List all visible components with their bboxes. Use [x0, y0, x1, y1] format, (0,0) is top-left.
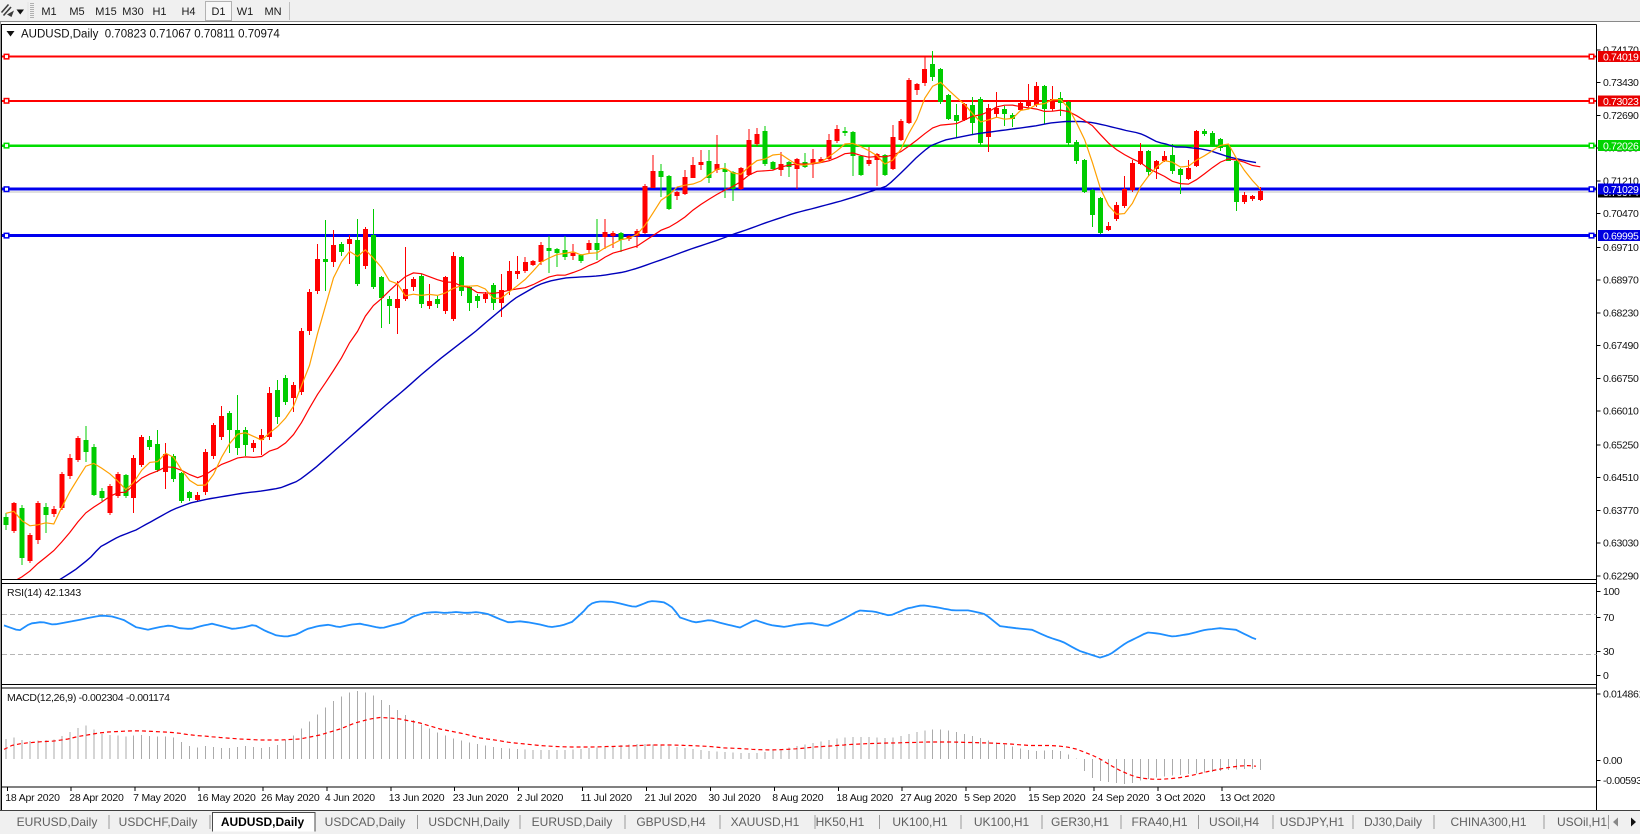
- svg-text:0.70470: 0.70470: [1603, 208, 1639, 220]
- svg-text:0.74019: 0.74019: [1603, 52, 1639, 64]
- svg-text:3 Oct 2020: 3 Oct 2020: [1156, 792, 1206, 804]
- svg-text:24 Sep 2020: 24 Sep 2020: [1092, 792, 1150, 804]
- svg-text:0.68230: 0.68230: [1603, 307, 1639, 319]
- svg-text:0.66010: 0.66010: [1603, 406, 1639, 418]
- svg-text:0.014861: 0.014861: [1603, 689, 1640, 701]
- svg-text:15 Sep 2020: 15 Sep 2020: [1028, 792, 1086, 804]
- svg-text:0.69995: 0.69995: [1603, 231, 1639, 243]
- svg-text:MACD(12,26,9) -0.002304 -0.001: MACD(12,26,9) -0.002304 -0.001174: [7, 692, 170, 704]
- svg-text:18 Aug 2020: 18 Aug 2020: [836, 792, 893, 804]
- svg-text:0.00: 0.00: [1603, 755, 1623, 767]
- svg-text:16 May 2020: 16 May 2020: [197, 792, 256, 804]
- svg-text:UK100,H1: UK100,H1: [974, 815, 1030, 829]
- svg-text:D1: D1: [211, 6, 225, 18]
- svg-text:0.72690: 0.72690: [1603, 110, 1639, 122]
- svg-text:AUDUSD,Daily: AUDUSD,Daily: [221, 815, 305, 829]
- svg-text:CHINA300,H1: CHINA300,H1: [1450, 815, 1526, 829]
- svg-text:FRA40,H1: FRA40,H1: [1131, 815, 1187, 829]
- svg-text:0: 0: [1603, 670, 1609, 682]
- svg-text:0.68970: 0.68970: [1603, 275, 1639, 287]
- svg-text:2 Jul 2020: 2 Jul 2020: [517, 792, 564, 804]
- svg-text:26 May 2020: 26 May 2020: [261, 792, 320, 804]
- svg-text:0.66750: 0.66750: [1603, 373, 1639, 385]
- svg-text:USOil,H4: USOil,H4: [1209, 815, 1259, 829]
- svg-text:-0.005938: -0.005938: [1603, 775, 1640, 787]
- svg-text:23 Jun 2020: 23 Jun 2020: [453, 792, 509, 804]
- svg-text:0.72026: 0.72026: [1603, 141, 1639, 153]
- svg-text:4 Jun 2020: 4 Jun 2020: [325, 792, 375, 804]
- svg-text:28 Apr 2020: 28 Apr 2020: [69, 792, 124, 804]
- svg-text:0.62290: 0.62290: [1603, 571, 1639, 583]
- svg-text:100: 100: [1603, 586, 1620, 598]
- svg-text:21 Jul 2020: 21 Jul 2020: [645, 792, 697, 804]
- svg-text:30 Jul 2020: 30 Jul 2020: [708, 792, 760, 804]
- svg-text:M30: M30: [122, 6, 143, 18]
- svg-text:USDJPY,H1: USDJPY,H1: [1280, 815, 1345, 829]
- svg-text:7 May 2020: 7 May 2020: [133, 792, 186, 804]
- svg-text:8 Aug 2020: 8 Aug 2020: [772, 792, 823, 804]
- svg-text:27 Aug 2020: 27 Aug 2020: [900, 792, 957, 804]
- svg-text:11 Jul 2020: 11 Jul 2020: [581, 792, 633, 804]
- svg-text:0.67490: 0.67490: [1603, 340, 1639, 352]
- svg-text:USOil,H1: USOil,H1: [1557, 815, 1607, 829]
- svg-text:RSI(14) 42.1343: RSI(14) 42.1343: [7, 587, 81, 599]
- svg-text:USDCNH,Daily: USDCNH,Daily: [428, 815, 509, 829]
- svg-text:USDCAD,Daily: USDCAD,Daily: [325, 815, 406, 829]
- svg-text:0.73023: 0.73023: [1603, 96, 1639, 108]
- svg-text:M15: M15: [95, 6, 116, 18]
- svg-text:M1: M1: [41, 6, 56, 18]
- svg-text:USDCHF,Daily: USDCHF,Daily: [119, 815, 198, 829]
- svg-text:XAUUSD,H1: XAUUSD,H1: [731, 815, 800, 829]
- svg-text:DJ30,Daily: DJ30,Daily: [1364, 815, 1422, 829]
- svg-text:H1: H1: [152, 6, 166, 18]
- svg-text:HK50,H1: HK50,H1: [816, 815, 865, 829]
- svg-text:13 Oct 2020: 13 Oct 2020: [1220, 792, 1275, 804]
- svg-text:70: 70: [1603, 612, 1614, 624]
- svg-text:13 Jun 2020: 13 Jun 2020: [389, 792, 445, 804]
- svg-text:GER30,H1: GER30,H1: [1051, 815, 1109, 829]
- svg-text:H4: H4: [181, 6, 195, 18]
- svg-text:18 Apr 2020: 18 Apr 2020: [5, 792, 60, 804]
- svg-text:W1: W1: [237, 6, 254, 18]
- svg-text:EURUSD,Daily: EURUSD,Daily: [532, 815, 613, 829]
- svg-text:0.63770: 0.63770: [1603, 505, 1639, 517]
- svg-text:0.65250: 0.65250: [1603, 439, 1639, 451]
- svg-text:UK100,H1: UK100,H1: [892, 815, 948, 829]
- svg-text:0.64510: 0.64510: [1603, 472, 1639, 484]
- svg-text:MN: MN: [264, 6, 281, 18]
- svg-text:5 Sep 2020: 5 Sep 2020: [964, 792, 1016, 804]
- svg-text:0.71029: 0.71029: [1603, 184, 1639, 196]
- svg-text:0.63030: 0.63030: [1603, 538, 1639, 550]
- svg-text:0.73430: 0.73430: [1603, 77, 1639, 89]
- svg-text:0.69710: 0.69710: [1603, 242, 1639, 254]
- svg-text:30: 30: [1603, 646, 1614, 658]
- svg-text:M5: M5: [69, 6, 84, 18]
- svg-text:GBPUSD,H4: GBPUSD,H4: [636, 815, 706, 829]
- svg-text:AUDUSD,Daily 0.70823 0.71067: AUDUSD,Daily 0.70823 0.71067 0.70811 0.7…: [21, 29, 280, 41]
- svg-text:EURUSD,Daily: EURUSD,Daily: [17, 815, 98, 829]
